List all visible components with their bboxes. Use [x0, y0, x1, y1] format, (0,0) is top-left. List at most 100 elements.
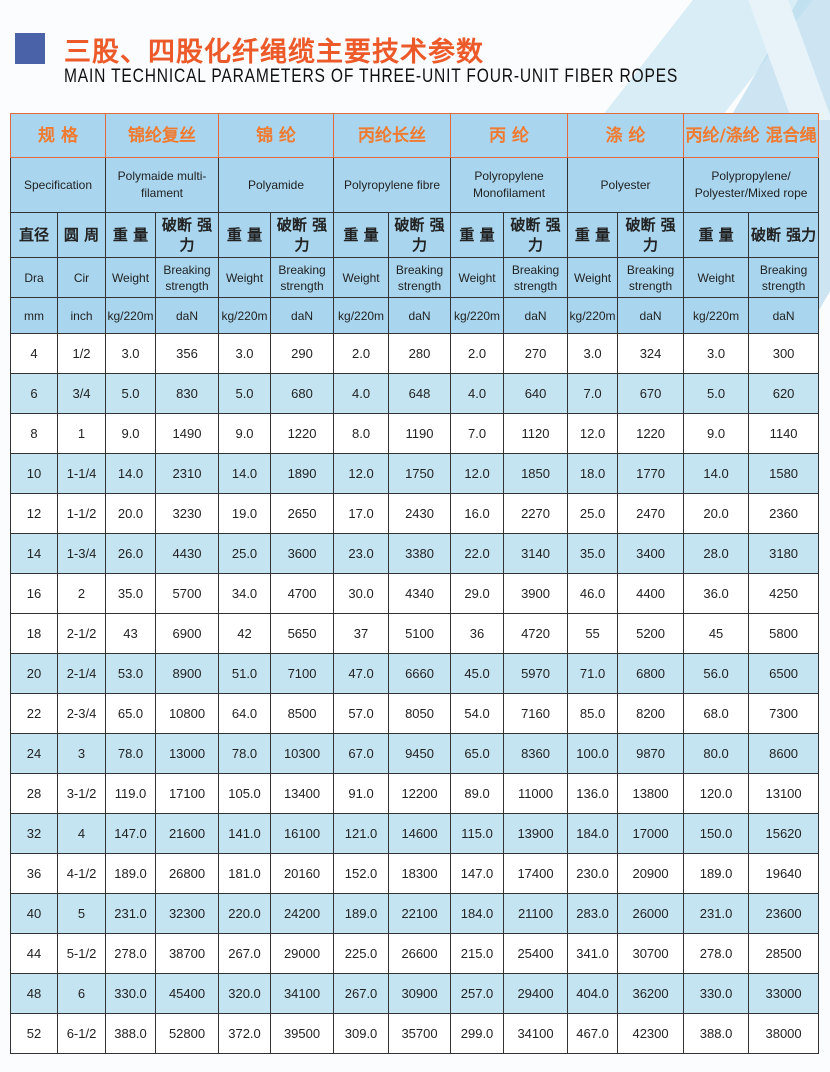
weight-cell: 14.0 — [218, 453, 272, 494]
background-stripe — [748, 0, 830, 120]
header-breaking-strength: daN — [155, 297, 220, 334]
header-breaking-strength: 破断 强力 — [617, 212, 685, 258]
breaking-strength-cell: 13000 — [155, 733, 220, 774]
weight-cell: 372.0 — [218, 1013, 272, 1054]
weight-cell: 47.0 — [333, 653, 390, 694]
diameter-cell: 4 — [10, 333, 58, 374]
weight-cell: 17.0 — [333, 493, 390, 534]
weight-cell: 42 — [218, 613, 272, 654]
weight-cell: 78.0 — [105, 733, 157, 774]
diameter-cell: 14 — [10, 533, 58, 574]
weight-cell: 189.0 — [333, 893, 390, 934]
weight-cell: 230.0 — [567, 853, 619, 894]
weight-cell: 278.0 — [683, 933, 750, 974]
breaking-strength-cell: 640 — [503, 373, 569, 414]
breaking-strength-cell: 3180 — [748, 533, 820, 574]
breaking-strength-cell: 28500 — [748, 933, 820, 974]
weight-cell: 30.0 — [333, 573, 390, 614]
weight-cell: 5.0 — [683, 373, 750, 414]
diameter-cell: 20 — [10, 653, 58, 694]
weight-cell: 80.0 — [683, 733, 750, 774]
header-weight: 重 量 — [218, 212, 272, 258]
breaking-strength-cell: 8600 — [748, 733, 820, 774]
header-breaking-strength: Breaking strength — [155, 257, 220, 298]
header-breaking-strength: daN — [748, 297, 820, 334]
breaking-strength-cell: 14600 — [388, 813, 452, 854]
weight-cell: 341.0 — [567, 933, 619, 974]
breaking-strength-cell: 270 — [503, 333, 569, 374]
weight-cell: 16.0 — [450, 493, 505, 534]
diameter-cell: 36 — [10, 853, 58, 894]
breaking-strength-cell: 1140 — [748, 413, 820, 454]
breaking-strength-cell: 35700 — [388, 1013, 452, 1054]
breaking-strength-cell: 17400 — [503, 853, 569, 894]
circumference-cell: 6-1/2 — [56, 1013, 107, 1054]
breaking-strength-cell: 6500 — [748, 653, 820, 694]
header-weight: kg/220m — [105, 297, 157, 334]
weight-cell: 105.0 — [218, 773, 272, 814]
breaking-strength-cell: 3140 — [503, 533, 569, 574]
weight-cell: 100.0 — [567, 733, 619, 774]
weight-cell: 3.0 — [683, 333, 750, 374]
breaking-strength-cell: 3400 — [617, 533, 685, 574]
breaking-strength-cell: 6660 — [388, 653, 452, 694]
header-weight: kg/220m — [333, 297, 390, 334]
breaking-strength-cell: 4400 — [617, 573, 685, 614]
weight-cell: 231.0 — [683, 893, 750, 934]
breaking-strength-cell: 13900 — [503, 813, 569, 854]
breaking-strength-cell: 15620 — [748, 813, 820, 854]
weight-cell: 55 — [567, 613, 619, 654]
breaking-strength-cell: 26000 — [617, 893, 685, 934]
breaking-strength-cell: 33000 — [748, 973, 820, 1014]
weight-cell: 141.0 — [218, 813, 272, 854]
breaking-strength-cell: 8050 — [388, 693, 452, 734]
breaking-strength-cell: 6900 — [155, 613, 220, 654]
weight-cell: 2.0 — [333, 333, 390, 374]
header-breaking-strength: daN — [503, 297, 569, 334]
breaking-strength-cell: 16100 — [270, 813, 335, 854]
table-row: 16 2 35.0 5700 34.0 4700 30.0 4340 29.0 3900 46.0 4… — [10, 573, 820, 614]
breaking-strength-cell: 17100 — [155, 773, 220, 814]
header-breaking-strength: Breaking strength — [748, 257, 820, 298]
breaking-strength-cell: 20160 — [270, 853, 335, 894]
breaking-strength-cell: 24200 — [270, 893, 335, 934]
breaking-strength-cell: 12200 — [388, 773, 452, 814]
header-weight: Weight — [683, 257, 750, 298]
header-material-cn: 涤 纶 — [567, 113, 685, 158]
breaking-strength-cell: 32300 — [155, 893, 220, 934]
breaking-strength-cell: 42300 — [617, 1013, 685, 1054]
header-breaking-strength: 破断 强力 — [503, 212, 569, 258]
weight-cell: 257.0 — [450, 973, 505, 1014]
table-row: 20 2-1/4 53.0 8900 51.0 7100 47.0 6660 45.0 5970 7… — [10, 653, 820, 694]
header-row-units: mm inch kg/220m daN kg/220m daN kg/220m daN kg/2… — [10, 297, 820, 334]
table-row: 52 6-1/2 388.0 52800 372.0 39500 309.0 35700 299… — [10, 1013, 820, 1054]
header-weight: kg/220m — [218, 297, 272, 334]
weight-cell: 64.0 — [218, 693, 272, 734]
weight-cell: 404.0 — [567, 973, 619, 1014]
header-weight: Weight — [567, 257, 619, 298]
header-breaking-strength: daN — [617, 297, 685, 334]
table-row: 48 6 330.0 45400 320.0 34100 267.0 30900 257.0 29… — [10, 973, 820, 1014]
breaking-strength-cell: 39500 — [270, 1013, 335, 1054]
weight-cell: 3.0 — [218, 333, 272, 374]
breaking-strength-cell: 38700 — [155, 933, 220, 974]
breaking-strength-cell: 830 — [155, 373, 220, 414]
breaking-strength-cell: 3230 — [155, 493, 220, 534]
parameters-table: 规 格 锦纶复丝 锦 纶 丙纶长丝 丙 纶 涤 纶 丙纶/涤纶 混合绳 Spec… — [9, 113, 820, 1054]
breaking-strength-cell: 26600 — [388, 933, 452, 974]
breaking-strength-cell: 9870 — [617, 733, 685, 774]
header-breaking-strength: 破断 强力 — [270, 212, 335, 258]
weight-cell: 23.0 — [333, 533, 390, 574]
weight-cell: 37 — [333, 613, 390, 654]
weight-cell: 309.0 — [333, 1013, 390, 1054]
diameter-cell: 8 — [10, 413, 58, 454]
weight-cell: 9.0 — [683, 413, 750, 454]
header-breaking-strength: daN — [270, 297, 335, 334]
header-row-english: Specification Polymaide multi-filament P… — [9, 157, 820, 213]
header-material-en: Polymaide multi-filament — [105, 157, 220, 213]
breaking-strength-cell: 1220 — [270, 413, 335, 454]
weight-cell: 67.0 — [333, 733, 390, 774]
header-spec-cn: 规 格 — [9, 113, 107, 158]
header-material-en: Polypropylene/ Polyester/Mixed rope — [683, 157, 820, 213]
weight-cell: 5.0 — [218, 373, 272, 414]
